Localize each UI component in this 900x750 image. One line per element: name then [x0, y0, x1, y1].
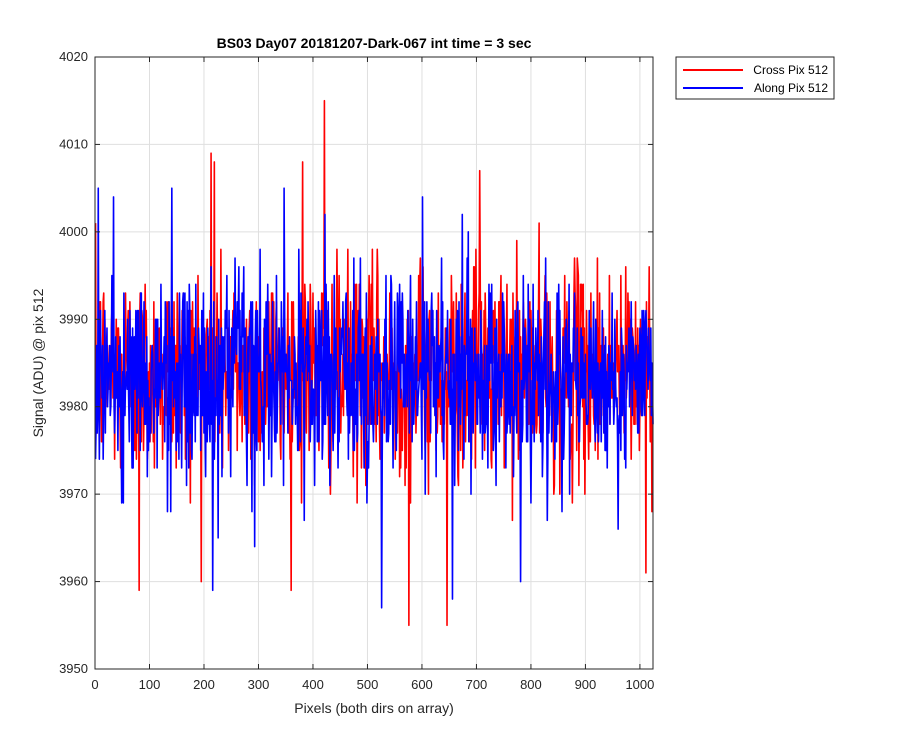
y-tick-label: 3950 [59, 661, 88, 676]
legend-label-cross: Cross Pix 512 [753, 63, 828, 77]
legend: Cross Pix 512 Along Pix 512 [675, 56, 835, 100]
x-tick-label: 400 [302, 677, 324, 692]
x-tick-label: 600 [411, 677, 433, 692]
series-layer [94, 99, 654, 627]
y-tick-label: 4020 [59, 49, 88, 64]
legend-label-along: Along Pix 512 [754, 81, 828, 95]
series-line-1 [94, 187, 654, 609]
x-tick-label: 0 [91, 677, 98, 692]
x-tick-label: 700 [466, 677, 488, 692]
legend-box [675, 56, 835, 100]
x-tick-label: 900 [575, 677, 597, 692]
x-tick-label: 300 [248, 677, 270, 692]
y-tick-label: 4010 [59, 136, 88, 151]
x-tick-label: 500 [357, 677, 379, 692]
y-tick-label: 3970 [59, 486, 88, 501]
x-tick-label: 800 [520, 677, 542, 692]
x-tick-label: 200 [193, 677, 215, 692]
y-tick-label: 3990 [59, 311, 88, 326]
x-axis-label: Pixels (both dirs on array) [294, 700, 454, 716]
axis-ticks: 0 100 200 300 400 500 600 700 800 900 1000 3950 3960… [59, 49, 654, 692]
y-axis-label: Signal (ADU) @ pix 512 [30, 288, 46, 437]
y-tick-label: 4000 [59, 224, 88, 239]
chart-title: BS03 Day07 20181207-Dark-067 int time = … [217, 35, 532, 51]
y-tick-label: 3980 [59, 399, 88, 414]
x-tick-label: 1000 [625, 677, 654, 692]
x-tick-label: 100 [139, 677, 161, 692]
plot-frame [94, 56, 654, 670]
y-tick-label: 3960 [59, 574, 88, 589]
